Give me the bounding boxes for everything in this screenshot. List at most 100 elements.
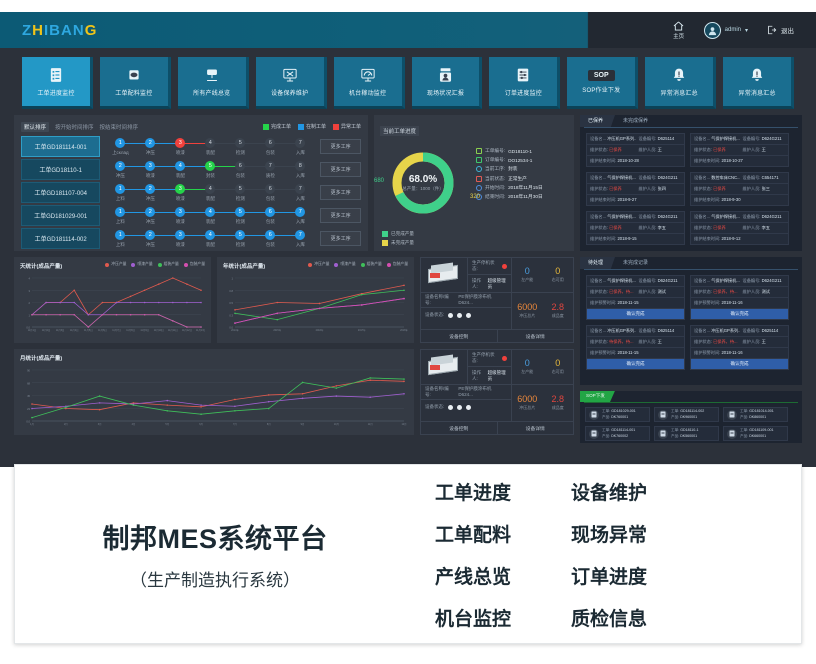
chart-legend-item[interactable]: 喷漆产量 xyxy=(131,262,153,267)
work-order-step[interactable]: 3 喷漆 xyxy=(165,137,211,156)
work-order-step[interactable]: 7 入库 xyxy=(285,229,315,248)
work-order-step[interactable]: 5 检测 xyxy=(225,229,271,248)
more-processes-button[interactable]: 更多工序 xyxy=(320,139,361,154)
work-order-step[interactable]: 3 喷漆 xyxy=(165,183,211,202)
chart-legend-item[interactable]: 包装产量 xyxy=(183,262,205,267)
chart-legend-item[interactable]: 包装产量 xyxy=(386,262,408,267)
work-order-step[interactable]: 3 喷漆 xyxy=(165,206,211,225)
chart-legend-item[interactable]: 组装产量 xyxy=(157,262,179,267)
work-order-step[interactable]: 5 检测 xyxy=(225,206,271,225)
work-order-step[interactable]: 7 入库 xyxy=(285,206,315,225)
tab-pending[interactable]: 待处理 xyxy=(580,257,616,269)
work-order-step[interactable]: 6 包装 xyxy=(255,229,301,248)
work-order-step[interactable]: 5 检测 xyxy=(225,183,271,202)
more-processes-button[interactable]: 更多工序 xyxy=(320,208,361,223)
work-order-step[interactable]: 4 装配 xyxy=(195,137,241,156)
work-order-step[interactable]: 2 冲压 xyxy=(135,183,181,202)
home-button[interactable]: 主页 xyxy=(658,21,700,40)
svg-text:1月: 1月 xyxy=(30,422,34,426)
work-order-step[interactable]: 2 冲压 xyxy=(135,137,181,156)
nav-tile-work-order-progress[interactable]: 工单进度监控 xyxy=(22,57,93,109)
nav-tile-alarm-summary-1[interactable]: 异常消息汇总 xyxy=(645,57,717,109)
user-menu[interactable]: admin ▾ xyxy=(703,21,748,39)
confirm-complete-button[interactable]: 确认完成 xyxy=(691,359,788,370)
step-dot: 5 xyxy=(235,183,246,194)
work-order-step[interactable]: 8 入库 xyxy=(285,160,315,179)
equipment-detail-button[interactable]: 设备详情 xyxy=(496,422,574,434)
nav-tile-work-order-material[interactable]: 工单配料监控 xyxy=(99,57,171,109)
work-order-step[interactable]: 4 装配 xyxy=(195,206,241,225)
work-order-step[interactable]: 4 装配 xyxy=(165,160,211,179)
work-order-step[interactable]: 2 冲压 xyxy=(135,206,181,225)
work-order-step[interactable]: 5 封装 xyxy=(195,160,241,179)
tab-unfinished-maintenance[interactable]: 未完成保养 xyxy=(623,118,649,124)
work-order-row[interactable]: 工单GD181114-001 1 上склад 2 冲压 3 喷漆 4 装配 5 检测 6 包装 7 入库更… xyxy=(21,135,361,158)
equipment-control-button[interactable]: 设备控制 xyxy=(449,334,469,340)
sop-card[interactable]: 工单: GD181014-001 产品: DK860001 xyxy=(723,407,788,423)
tab-unfinished-records[interactable]: 未完成记录 xyxy=(623,260,649,266)
work-order-step[interactable]: 7 入库 xyxy=(285,137,315,156)
work-order-step[interactable]: 6 包装 xyxy=(255,206,301,225)
chart-legend-item[interactable]: 冲压产量 xyxy=(308,262,329,267)
work-order-number[interactable]: 工单GD181114-001 xyxy=(21,136,101,157)
equipment-info: 生产停机状态: 操作人: 超级管理员 xyxy=(467,258,511,292)
nav-tile-machine-monitoring[interactable]: 机台稼动监控 xyxy=(333,57,405,109)
equipment-detail-button[interactable]: 设备详情 xyxy=(496,330,574,342)
sort-tab-default[interactable]: 默认排序 xyxy=(21,121,50,132)
work-order-step[interactable]: 4 装配 xyxy=(195,183,241,202)
work-order-step[interactable]: 6 包装 xyxy=(255,183,301,202)
sop-card[interactable]: 工单: GD18110-1 产品: DK560001 xyxy=(654,426,719,442)
step-dot: 4 xyxy=(175,160,186,171)
sop-card[interactable]: 工单: GD181114-001 产品: DK760002 xyxy=(585,426,650,442)
sop-card[interactable]: 工单: GD181109-001 产品: DK660001 xyxy=(723,426,788,442)
work-order-step[interactable]: 1 上склад xyxy=(105,137,151,156)
logout-button[interactable]: 退出 xyxy=(766,25,794,35)
work-order-row[interactable]: 工单GD181114-002 1 上料 2 冲压 3 喷漆 4 装配 5 检测 6 包装 7 入库 更多工序 xyxy=(21,227,361,250)
work-order-step[interactable]: 1 上料 xyxy=(105,229,151,248)
chart-legend-item[interactable]: 组装产量 xyxy=(360,262,382,267)
more-processes-button[interactable]: 更多工序 xyxy=(320,231,361,246)
work-order-step[interactable]: 4 装配 xyxy=(195,229,241,248)
nav-tile-alarm-summary-2[interactable]: 异常消息汇总 xyxy=(723,57,795,109)
svg-text:5月: 5月 xyxy=(165,422,169,426)
confirm-complete-button[interactable]: 确认完成 xyxy=(587,309,684,320)
nav-tile-equipment-maintenance[interactable]: 设备保养维护 xyxy=(255,57,327,109)
work-order-step[interactable]: 7 入库 xyxy=(285,183,315,202)
work-order-step[interactable]: 1 上料 xyxy=(105,206,151,225)
work-order-row[interactable]: 工单GD181029-001 1 上料 2 冲压 3 喷漆 4 装配 5 检测 6 包装 7 入库 更多工序 xyxy=(21,204,361,227)
work-order-step[interactable]: 1 上料 xyxy=(105,183,151,202)
work-order-number[interactable]: 工单GD181114-002 xyxy=(21,228,101,249)
step-connector xyxy=(270,234,301,237)
sort-tab-end-time[interactable]: 按结束时间排序 xyxy=(99,124,139,131)
nav-tile-all-lines-overview[interactable]: 所有产线总览 xyxy=(177,57,249,109)
confirm-complete-button[interactable]: 确认完成 xyxy=(691,309,788,320)
work-order-row[interactable]: 工单GD18110-1 2 冲压 3 喷漆 4 装配 5 封装 6 包装 7 质检 8 入库 更多工序 xyxy=(21,158,361,181)
more-processes-button[interactable]: 更多工序 xyxy=(320,185,361,200)
tab-sop-dispatch[interactable]: SOP下发 xyxy=(580,391,615,402)
sort-tab-start-time[interactable]: 按开始时间排序 xyxy=(55,124,94,131)
work-order-step[interactable]: 3 喷漆 xyxy=(135,160,181,179)
chart-legend-item[interactable]: 喷漆产量 xyxy=(334,262,356,267)
work-order-number[interactable]: 工单GD181107-004 xyxy=(21,182,101,203)
work-order-step[interactable]: 2 冲压 xyxy=(135,229,181,248)
nav-tile-sop-dispatch[interactable]: SOP SOP作业下发 xyxy=(567,57,639,109)
work-order-step[interactable]: 6 包装 xyxy=(255,137,301,156)
work-order-number[interactable]: 工单GD18110-1 xyxy=(21,159,101,180)
tab-maintained[interactable]: 已保养 xyxy=(580,115,616,127)
work-order-step[interactable]: 3 喷漆 xyxy=(165,229,211,248)
equipment-control-button[interactable]: 设备控制 xyxy=(449,426,469,432)
confirm-complete-button[interactable]: 确认完成 xyxy=(587,359,684,370)
nav-tile-order-progress[interactable]: 订单进度监控 xyxy=(489,57,561,109)
work-order-step[interactable]: 5 检测 xyxy=(225,137,271,156)
work-order-row[interactable]: 工单GD181107-004 1 上料 2 冲压 3 喷漆 4 装配 5 检测 6 包装 7 入库 更多工序 xyxy=(21,181,361,204)
work-order-step[interactable]: 7 质检 xyxy=(255,160,301,179)
sop-card[interactable]: 工单: GD181029-001 产品: DK760001 xyxy=(585,407,650,423)
nav-tile-site-status-report[interactable]: 现场状况汇报 xyxy=(411,57,483,109)
more-processes-button[interactable]: 更多工序 xyxy=(320,162,361,177)
sop-card[interactable]: 工单: GD181114-002 产品: DK960001 xyxy=(654,407,719,423)
work-order-step[interactable]: 2 冲压 xyxy=(105,160,151,179)
work-order-step[interactable]: 6 包装 xyxy=(225,160,271,179)
equipment-status-row: 生产停机状态: xyxy=(468,258,511,276)
work-order-number[interactable]: 工单GD181029-001 xyxy=(21,205,101,226)
chart-legend-item[interactable]: 冲压产量 xyxy=(105,262,126,267)
